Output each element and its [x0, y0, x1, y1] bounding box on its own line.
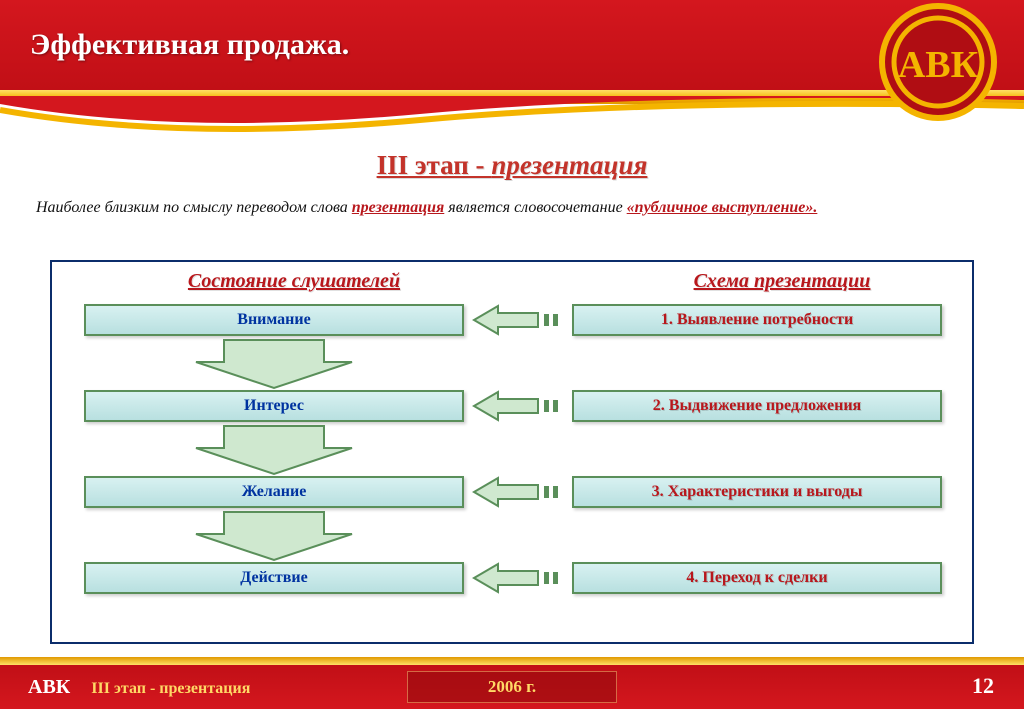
- intro-kw2: «публичное выступление».: [627, 199, 818, 216]
- left-cell-1: Интерес: [84, 390, 464, 422]
- logo-avk-icon: АВК: [878, 2, 998, 122]
- down-arrow-2: [194, 508, 354, 562]
- right-column: Схема презентации: [572, 270, 992, 303]
- right-cell-2: 3. Характеристики и выгоды: [572, 476, 942, 508]
- link-arrow-0: [472, 304, 562, 336]
- left-column: Состояние слушателей: [84, 270, 504, 303]
- left-cell-0: Внимание: [84, 304, 464, 336]
- stage-plain: III этап -: [377, 150, 492, 180]
- diagram-frame: Состояние слушателей Схема презентации В…: [50, 260, 974, 644]
- footer-gold-band: [0, 657, 1024, 665]
- slide-title: Эффективная продажа.: [30, 28, 349, 62]
- slide: Эффективная продажа. АВК III этап - през…: [0, 0, 1024, 709]
- right-column-heading: Схема презентации: [572, 270, 992, 293]
- down-arrow-1: [194, 422, 354, 476]
- right-cell-0: 1. Выявление потребности: [572, 304, 942, 336]
- intro-kw1: презентация: [352, 199, 445, 216]
- right-cell-1: 2. Выдвижение предложения: [572, 390, 942, 422]
- intro-pre: Наиболее близким по смыслу переводом сло…: [36, 199, 352, 216]
- stage-heading: III этап - презентация: [0, 150, 1024, 181]
- link-arrow-1: [472, 390, 562, 422]
- left-cell-2: Желание: [84, 476, 464, 508]
- header-wave: [0, 96, 1024, 136]
- down-arrow-0: [194, 336, 354, 390]
- footer-year: 2006 г.: [0, 677, 1024, 697]
- right-cell-3: 4. Переход к сделки: [572, 562, 942, 594]
- stage-emph: презентация: [491, 150, 647, 180]
- link-arrow-3: [472, 562, 562, 594]
- svg-text:АВК: АВК: [898, 44, 979, 86]
- intro-mid: является словосочетание: [444, 199, 626, 216]
- left-cell-3: Действие: [84, 562, 464, 594]
- left-column-heading: Состояние слушателей: [84, 270, 504, 293]
- link-arrow-2: [472, 476, 562, 508]
- intro-paragraph: Наиболее близким по смыслу переводом сло…: [36, 196, 988, 220]
- footer-page-number: 12: [972, 673, 994, 699]
